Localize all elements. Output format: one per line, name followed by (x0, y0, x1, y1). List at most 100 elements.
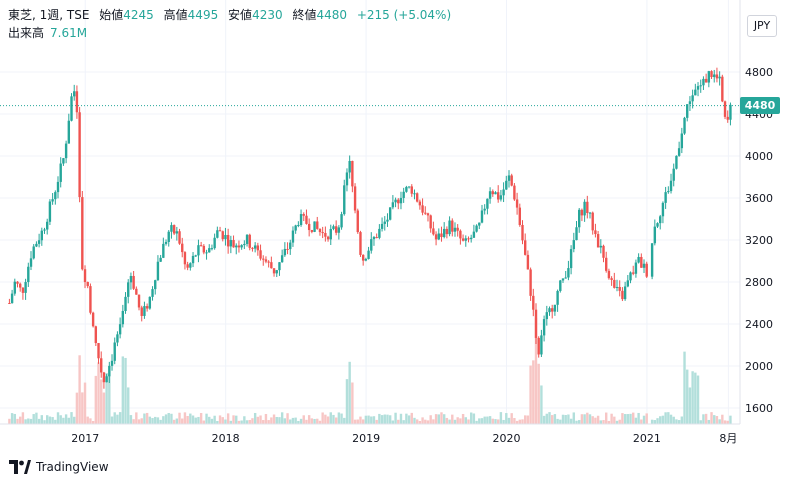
candle-body (345, 172, 349, 186)
volume-bar (100, 379, 103, 424)
candle-body (559, 280, 562, 291)
tradingview-branding[interactable]: TradingView (9, 460, 109, 474)
candle-body (194, 255, 197, 257)
candle-body (124, 296, 127, 311)
candle-body (159, 257, 162, 262)
volume-bar (640, 419, 643, 424)
volume-bar (421, 417, 424, 424)
volume-bar (78, 355, 81, 424)
volume-bar (97, 362, 100, 424)
candle-body (459, 230, 462, 239)
candle-body (337, 227, 341, 233)
time-axis: 2017 2018 2019 2020 2021 8月 (71, 432, 737, 445)
candle-body (73, 91, 76, 97)
volume-bar (459, 418, 462, 424)
volume-bar (429, 415, 432, 424)
volume-bar (645, 413, 648, 424)
candle-body (75, 91, 79, 113)
volume-bar (240, 420, 243, 424)
candle-body (445, 228, 449, 235)
symbol-label[interactable]: 東芝, 1週, TSE (8, 8, 90, 22)
volume-bar (170, 413, 173, 424)
volume-bar (426, 420, 430, 424)
candle-body (607, 270, 611, 279)
volume-bar (10, 413, 14, 424)
candle-body (534, 309, 538, 338)
volume-bar (372, 416, 376, 424)
candle-body (181, 243, 184, 253)
volume-bar (243, 416, 246, 424)
candle-body (226, 234, 230, 247)
time-tick-label: 2019 (352, 432, 380, 445)
candle-body (532, 295, 535, 310)
candle-body (253, 245, 257, 249)
candle-body (599, 245, 603, 248)
candle-body (102, 372, 106, 383)
volume-bar (567, 414, 570, 424)
volume-bar (586, 412, 589, 424)
volume-bar (59, 415, 62, 424)
volume-bar (226, 413, 230, 424)
candle-body (653, 226, 657, 244)
candle-body (426, 213, 430, 216)
volume-bar (480, 418, 484, 424)
volume-bar (334, 417, 338, 424)
volume-bar (510, 413, 513, 424)
volume-bar (621, 413, 624, 424)
volume-bar (278, 417, 281, 424)
volume-bar (542, 415, 546, 424)
volume-bar (702, 414, 705, 424)
candle-body (704, 78, 708, 83)
candle-body (391, 202, 395, 208)
currency-button[interactable]: JPY (747, 15, 777, 37)
volume-bar (607, 420, 611, 424)
candle-body (129, 275, 133, 283)
volume-bar (434, 414, 438, 424)
volume-bar (575, 420, 578, 424)
candle-body (397, 199, 400, 204)
candle-body (448, 220, 451, 235)
volume-bar (8, 418, 11, 424)
candlesticks (8, 67, 732, 389)
candle-body (46, 221, 49, 230)
candle-body (659, 216, 662, 224)
volume-bar (572, 412, 576, 424)
volume-bar (669, 414, 673, 424)
volume-bar (483, 416, 486, 424)
volume-bar (191, 415, 195, 424)
candle-body (715, 74, 719, 79)
volume-bar (432, 419, 435, 424)
volume-bar (137, 419, 141, 424)
candle-body (307, 223, 311, 231)
candle-body (567, 268, 570, 278)
candle-body (686, 104, 689, 118)
candle-body (67, 120, 71, 144)
volume-bar (583, 414, 586, 424)
volume-bar (613, 416, 616, 424)
candle-body (680, 133, 684, 149)
volume-bar (280, 412, 284, 424)
candle-body (569, 249, 573, 269)
volume-bar (407, 415, 411, 424)
candle-body (640, 256, 643, 268)
high-label: 高値 (163, 8, 188, 22)
volume-bar (632, 412, 635, 424)
candle-body (240, 245, 243, 248)
volume-bar (623, 414, 627, 424)
candle-body (189, 263, 192, 268)
candle-body (245, 234, 249, 244)
candle-body (29, 258, 33, 267)
candle-body (359, 232, 362, 255)
volume-bar (545, 413, 549, 424)
volume-bar (13, 413, 17, 424)
candle-body (121, 310, 125, 325)
volume-bar (64, 414, 68, 424)
candle-body (499, 195, 503, 200)
candle-body (43, 229, 46, 231)
volume-bar (27, 418, 30, 424)
candle-body (351, 160, 354, 187)
candle-body (461, 238, 465, 241)
volume-bar (626, 414, 630, 424)
volume-bar (272, 414, 276, 424)
